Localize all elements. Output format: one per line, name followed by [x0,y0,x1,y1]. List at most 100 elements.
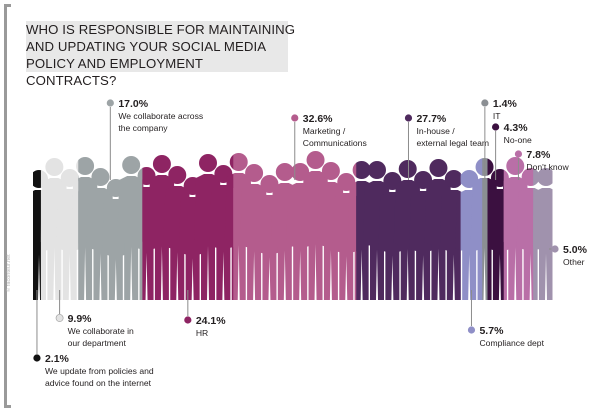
person-body [470,178,483,300]
person-body [71,178,79,300]
person-head [487,158,494,176]
marker-dot [404,114,413,122]
marker-dot [106,99,114,107]
person-head [352,162,357,178]
person-head [168,166,187,184]
person-body [347,181,357,300]
value-label: 7.8% [526,149,551,161]
person-body [482,178,489,300]
person-head [76,159,79,173]
annotation-don-t-know: 7.8%Don't know [514,149,569,180]
person-body [455,191,462,251]
person-head [45,158,64,176]
annotation-marketing-communications: 32.6%Marketing / Communications [291,113,367,180]
person-head [321,162,340,180]
value-label: 2.1% [45,353,70,365]
frame-bracket [4,4,11,408]
person-body [533,188,553,300]
person-head [91,168,110,186]
annotation-it: 1.4%IT [481,98,517,180]
annotation-hr: 24.1%HR [184,290,226,338]
marker-dot [55,314,64,322]
person-head [429,159,448,177]
category-label: Other [563,257,585,267]
title-line-2: AND UPDATING YOUR SOCIAL MEDIA [26,39,267,54]
marker-dot [481,99,489,107]
person-head [533,168,540,186]
person-head [78,157,95,175]
value-label: 5.0% [563,244,588,256]
segment-we-collaborate-across-the-company [78,156,143,300]
category-label: Marketing / [303,126,346,136]
title-background [26,21,288,72]
person-head [233,153,248,171]
annotation-no-one: 4.3%No-one [492,122,532,180]
annotation-compliance-dept: 5.7%Compliance dept [467,290,545,348]
person-head [521,168,534,186]
person-head [444,170,462,188]
person-body [132,187,143,300]
category-label: We update from policies and [45,366,154,376]
marker-dot [492,123,500,131]
segment-we-collaborate-in-our-department [40,158,79,300]
category-label: our department [68,338,127,348]
marker-dot [551,245,559,253]
annotation-in-house-external-legal-team: 27.7%In-house / external legal team [404,113,489,180]
person-body [439,190,462,300]
person-body [224,173,234,300]
category-label: In-house / [416,126,455,136]
marker-dot [514,150,523,158]
title-line-3: POLICY AND EMPLOYMENT CONTRACTS? [26,56,203,88]
segment-it [482,158,489,300]
person-head [537,168,553,186]
marker-dot [467,326,476,334]
segment-we-update-from-policies-and-advice-found-on-the-internet [33,170,42,300]
value-label: 9.9% [68,313,93,325]
segment-compliance-dept [460,158,483,300]
category-label: IT [493,111,501,121]
value-label: 5.7% [479,325,504,337]
person-body [487,189,505,300]
person-head [33,170,42,188]
marker-dot [291,114,299,122]
person-head [199,154,217,172]
value-label: 1.4% [493,98,518,110]
annotation-we-update-from-policies-and-advice-found-on-the-internet: 2.1%We update from policies and advice fo… [33,290,154,388]
segment-don-t-know [503,157,534,300]
category-label: No-one [504,135,532,145]
category-label: external legal team [416,138,489,148]
category-label: We collaborate in [68,326,134,336]
person-body [33,190,42,300]
person-head [490,169,505,187]
person-head [245,164,264,182]
category-label: advice found on the internet [45,378,152,388]
annotation-we-collaborate-across-the-company: 17.0%We collaborate across the company [106,98,203,180]
person-head [229,154,234,170]
segment-hr [142,154,234,300]
person-body [516,188,534,300]
annotation-other: 5.0%Other [549,244,588,267]
person-head [506,157,525,175]
value-label: 4.3% [504,122,529,134]
person-head [122,156,141,174]
category-label: HR [196,328,208,338]
category-label: Communications [303,138,367,148]
segment-in-house-external-legal-team [356,159,462,300]
annotation-we-collaborate-in-our-department: 9.9%We collaborate in our department [55,290,134,348]
person-body [501,180,505,243]
person-head [137,167,143,185]
value-label: 17.0% [118,98,148,110]
marker-dot [33,354,41,362]
title-line-1: WHO IS RESPONSIBLE FOR MAINTAINING [26,22,296,37]
person-body [485,192,489,249]
marker-dot [184,316,192,324]
person-head [398,160,417,178]
segment-marketing-communications [233,151,357,300]
category-label: Compliance dept [479,338,544,348]
person-head [356,161,371,179]
value-label: 24.1% [196,315,226,327]
value-label: 27.7% [416,113,446,125]
person-head [275,163,294,181]
category-label: We collaborate across [118,111,203,121]
